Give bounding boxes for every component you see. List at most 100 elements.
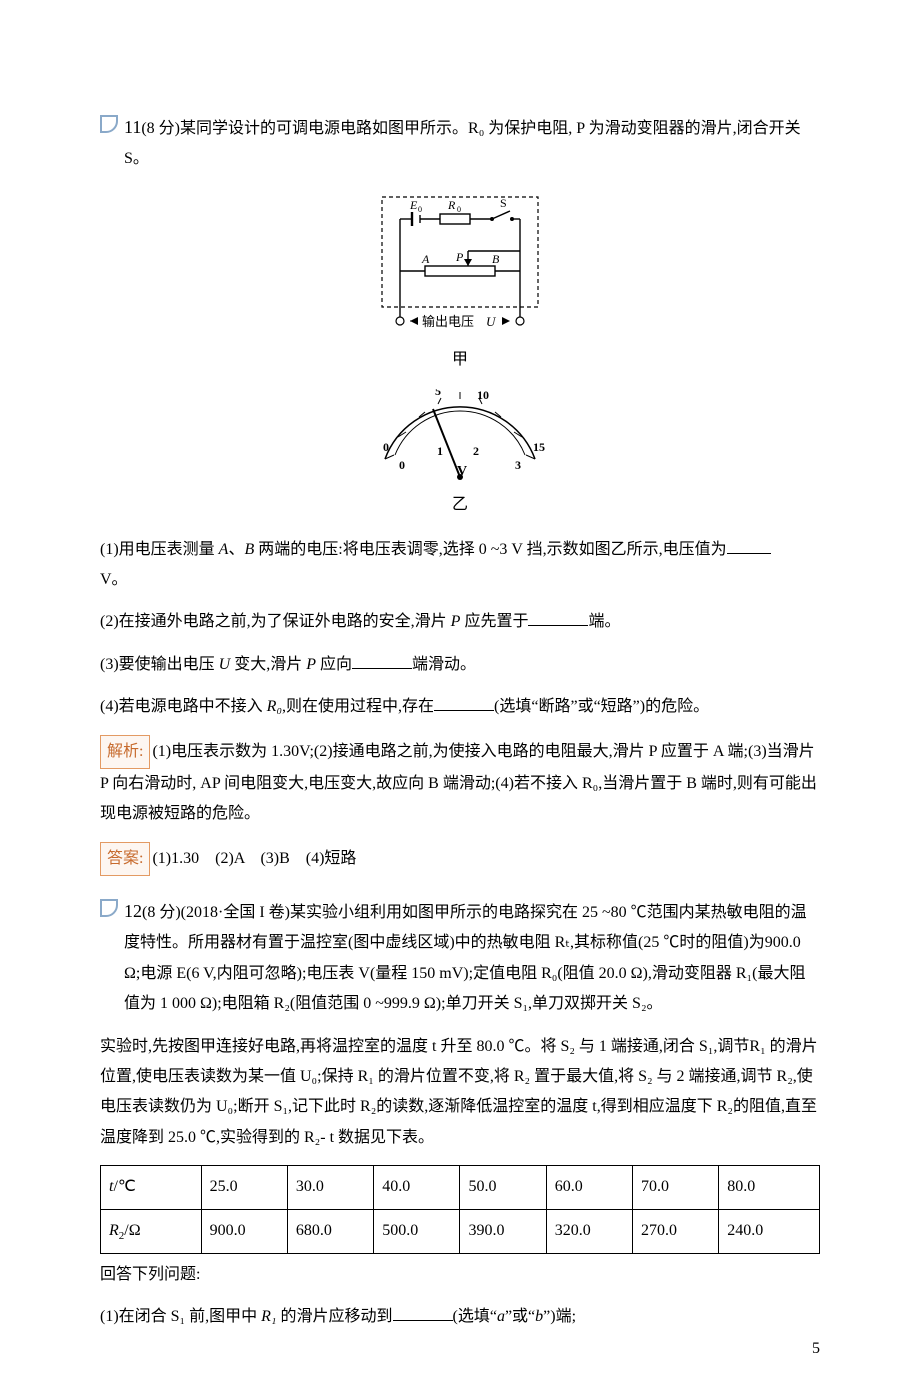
svg-text:R: R	[447, 198, 456, 212]
q11-sub1: (1)用电压表测量 A、B 两端的电压:将电压表调零,选择 0 ~3 V 挡,示…	[100, 535, 820, 596]
q11-sub3: (3)要使输出电压 U 变大,滑片 P 应向 端滑动。	[100, 650, 820, 680]
svg-text:15: 15	[533, 440, 545, 454]
svg-text:1: 1	[437, 444, 443, 458]
t: (选填“断路”或“短路”)的危险。	[494, 698, 709, 715]
t: R₀	[267, 698, 282, 715]
cell: 320.0	[546, 1209, 632, 1253]
svg-text:输出电压: 输出电压	[422, 314, 474, 329]
q12-number: 12	[124, 901, 142, 921]
cell: 270.0	[632, 1209, 718, 1253]
t: P	[451, 613, 461, 630]
q11-marker-icon	[100, 115, 118, 133]
t: ”或“	[505, 1308, 535, 1325]
t: 应先置于	[460, 613, 528, 630]
svg-text:2: 2	[473, 444, 479, 458]
cell: 25.0	[201, 1166, 287, 1209]
cell: 900.0	[201, 1209, 287, 1253]
q12-source: (2018·全国 I 卷)	[181, 904, 290, 921]
blank	[352, 651, 412, 669]
t: ,则在使用过程中,存在	[282, 698, 434, 715]
q11-caption-bottom: 乙	[100, 490, 820, 520]
blank	[434, 694, 494, 712]
t: 的滑片应移动到	[276, 1308, 392, 1325]
svg-text:U: U	[486, 314, 497, 329]
q11-points: (8 分)	[141, 120, 180, 137]
t: 端滑动。	[412, 656, 476, 673]
blank	[727, 536, 771, 554]
q12-after-table: 回答下列问题:	[100, 1260, 820, 1290]
t: (3)要使输出电压	[100, 656, 219, 673]
t: 变大,滑片	[230, 656, 306, 673]
t: 两端的电压:将电压表调零,选择 0 ~3 V 挡,示数如图乙所示,电压值为	[254, 541, 726, 558]
cell: 240.0	[719, 1209, 820, 1253]
q11-stem: 11(8 分)某同学设计的可调电源电路如图甲所示。R₀ 为保护电阻, P 为滑动…	[124, 110, 820, 175]
t: (4)若电源电路中不接入	[100, 698, 267, 715]
t: B	[244, 541, 254, 558]
svg-text:P: P	[455, 250, 464, 264]
t: 端。	[588, 613, 620, 630]
q12-points: (8 分)	[142, 904, 181, 921]
svg-text:S: S	[500, 196, 507, 210]
t: 应向	[316, 656, 352, 673]
q12-stem: 12(8 分)(2018·全国 I 卷)某实验小组利用如图甲所示的电路探究在 2…	[124, 894, 820, 1020]
t: (1)用电压表测量	[100, 541, 219, 558]
answer-text: (1)1.30 (2)A (3)B (4)短路	[152, 850, 356, 867]
cell: 70.0	[632, 1166, 718, 1209]
svg-text:B: B	[492, 252, 500, 266]
t: (1)在闭合 S₁ 前,图甲中	[100, 1308, 261, 1325]
svg-text:A: A	[421, 252, 430, 266]
t: ”)端;	[543, 1308, 576, 1325]
cell: 680.0	[287, 1209, 373, 1253]
q11-circuit-figure: E0 R0 S A B P	[100, 189, 820, 339]
t: V。	[100, 571, 128, 588]
cell: 50.0	[460, 1166, 546, 1209]
cell: 30.0	[287, 1166, 373, 1209]
t: P	[306, 656, 316, 673]
q12-data-table: t/℃ 25.0 30.0 40.0 50.0 60.0 70.0 80.0 R…	[100, 1165, 820, 1253]
voltmeter-icon: 0 5 10 15 0 1 2 3 V	[365, 389, 555, 484]
t: (选填“	[453, 1308, 497, 1325]
circuit-diagram-icon: E0 R0 S A B P	[360, 189, 560, 339]
svg-text:0: 0	[383, 440, 389, 454]
svg-text:3: 3	[515, 458, 521, 472]
q11-header: 11(8 分)某同学设计的可调电源电路如图甲所示。R₀ 为保护电阻, P 为滑动…	[100, 110, 820, 175]
svg-text:0: 0	[457, 205, 461, 214]
q11-number: 11	[124, 117, 141, 137]
svg-text:5: 5	[435, 389, 441, 398]
table-row: t/℃ 25.0 30.0 40.0 50.0 60.0 70.0 80.0	[101, 1166, 820, 1209]
q11-sub2: (2)在接通外电路之前,为了保证外电路的安全,滑片 P 应先置于端。	[100, 607, 820, 637]
svg-text:0: 0	[399, 458, 405, 472]
page: 11(8 分)某同学设计的可调电源电路如图甲所示。R₀ 为保护电阻, P 为滑动…	[0, 0, 920, 1384]
q11-analysis: 解析:(1)电压表示数为 1.30V;(2)接通电路之前,为使接入电路的电阻最大…	[100, 735, 820, 830]
svg-text:E: E	[409, 198, 418, 212]
t: a	[497, 1308, 505, 1325]
row-label: t/℃	[101, 1166, 202, 1209]
q11-meter-figure: 0 5 10 15 0 1 2 3 V	[100, 389, 820, 484]
blank	[528, 609, 588, 627]
cell: 60.0	[546, 1166, 632, 1209]
q11-answer: 答案:(1)1.30 (2)A (3)B (4)短路	[100, 842, 820, 876]
cell: 500.0	[374, 1209, 460, 1253]
q12-para2: 实验时,先按图甲连接好电路,再将温控室的温度 t 升至 80.0 ℃。将 S₂ …	[100, 1032, 820, 1154]
analysis-label: 解析:	[100, 735, 150, 769]
svg-text:10: 10	[477, 389, 489, 402]
answer-label: 答案:	[100, 842, 150, 876]
cell: 80.0	[719, 1166, 820, 1209]
t: R₁	[261, 1308, 276, 1325]
analysis-text: (1)电压表示数为 1.30V;(2)接通电路之前,为使接入电路的电阻最大,滑片…	[100, 743, 817, 823]
cell: 390.0	[460, 1209, 546, 1253]
table-row: R2/Ω 900.0 680.0 500.0 390.0 320.0 270.0…	[101, 1209, 820, 1253]
t: U	[219, 656, 231, 673]
q12-marker-icon	[100, 899, 118, 917]
row-label: R2/Ω	[101, 1209, 202, 1253]
page-number: 5	[812, 1334, 820, 1364]
q12-header: 12(8 分)(2018·全国 I 卷)某实验小组利用如图甲所示的电路探究在 2…	[100, 894, 820, 1020]
q12-sub1: (1)在闭合 S₁ 前,图甲中 R₁ 的滑片应移动到 (选填“a”或“b”)端;	[100, 1302, 820, 1332]
svg-text:0: 0	[418, 205, 422, 214]
blank	[393, 1303, 453, 1321]
t: b	[535, 1308, 543, 1325]
q11-caption-top: 甲	[100, 345, 820, 375]
cell: 40.0	[374, 1166, 460, 1209]
t: A	[219, 541, 229, 558]
q11-sub4: (4)若电源电路中不接入 R₀,则在使用过程中,存在 (选填“断路”或“短路”)的…	[100, 692, 820, 722]
